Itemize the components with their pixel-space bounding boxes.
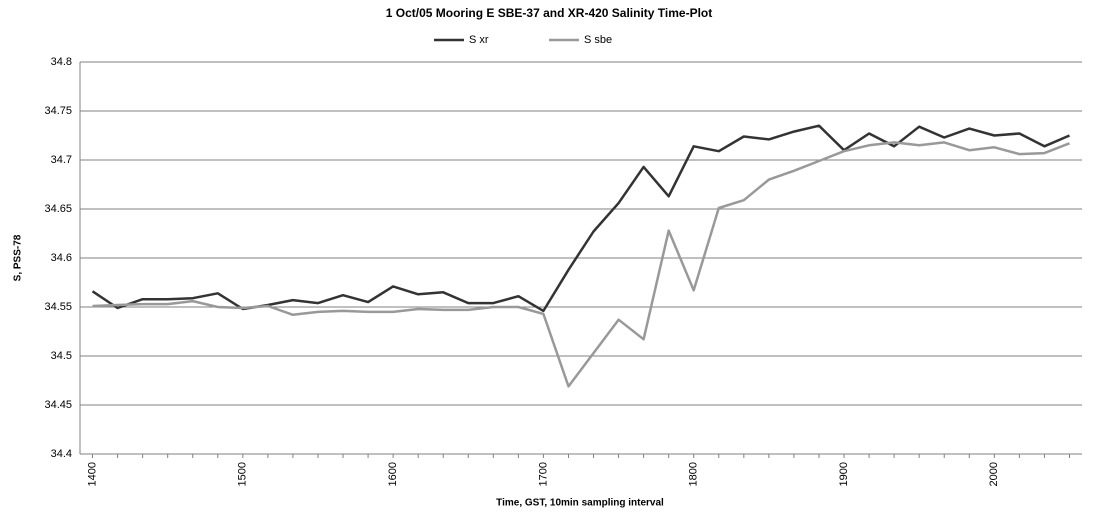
x-axis-label: Time, GST, 10min sampling interval: [496, 498, 664, 509]
y-axis-label: S, PSS-78: [13, 234, 24, 281]
series-line: [92, 141, 1070, 388]
y-tick-label: 34.6: [51, 252, 72, 264]
legend-label: S xr: [469, 34, 489, 46]
chart-title: 1 Oct/05 Mooring E SBE-37 and XR-420 Sal…: [386, 6, 713, 20]
x-tick-label: 1700: [537, 462, 549, 486]
y-tick-label: 34.7: [51, 154, 72, 166]
y-tick-label: 34.65: [44, 203, 72, 215]
y-tick-label: 34.5: [51, 350, 72, 362]
y-tick-label: 34.45: [44, 399, 72, 411]
x-tick-label: 1600: [387, 462, 399, 486]
y-tick-label: 34.55: [44, 301, 72, 313]
x-tick-label: 1500: [237, 462, 249, 486]
x-tick-label: 2000: [988, 462, 1000, 486]
series-line: [91, 124, 1070, 313]
x-tick-label: 1400: [86, 462, 98, 486]
y-tick-label: 34.4: [51, 448, 72, 460]
y-tick-label: 34.75: [44, 105, 72, 117]
x-tick-label: 1900: [838, 462, 850, 486]
x-tick-label: 1800: [688, 462, 700, 486]
legend-label: S sbe: [584, 34, 612, 46]
y-tick-label: 34.8: [51, 56, 72, 68]
